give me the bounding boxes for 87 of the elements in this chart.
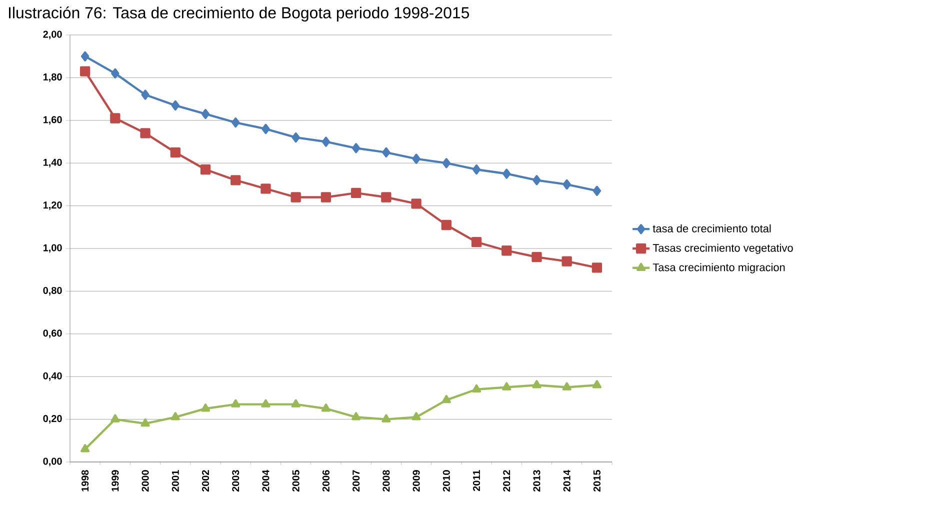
- point: [262, 124, 270, 134]
- y-tick-label: 1,80: [43, 73, 62, 82]
- point: [80, 51, 90, 62]
- y-tick-label: 0,20: [43, 415, 62, 424]
- point: [230, 175, 241, 186]
- x-tick-label: 1999: [112, 470, 119, 492]
- x-tick-label: 2010: [442, 470, 450, 492]
- point: [502, 382, 512, 390]
- point: [321, 404, 330, 412]
- y-tick-label: 0,80: [43, 286, 62, 296]
- y-tick-label: 0,40: [43, 372, 62, 381]
- x-tick-label: 2002: [202, 470, 210, 492]
- legend-label: Tasas crecimiento vegetativo: [652, 244, 793, 254]
- x-tick-label: 2008: [382, 470, 390, 492]
- point: [170, 147, 180, 158]
- y-tick-label: 2,00: [43, 30, 62, 40]
- y-tick-label: 0,00: [43, 458, 62, 466]
- point: [292, 132, 300, 143]
- point: [80, 66, 90, 76]
- y-tick-label: 1,00: [43, 244, 62, 253]
- point: [140, 128, 150, 138]
- point: [201, 108, 210, 120]
- point: [350, 188, 362, 198]
- x-tick-label: 2007: [352, 470, 360, 492]
- chart-title: Ilustración 76: Tasa de crecimiento de Bogota periodo 1998-2015: [9, 6, 470, 22]
- point: [472, 164, 481, 175]
- point: [231, 399, 240, 408]
- point: [352, 143, 360, 154]
- point: [291, 399, 300, 408]
- point: [562, 382, 572, 390]
- point: [562, 179, 571, 190]
- point: [200, 164, 211, 175]
- point: [592, 380, 602, 388]
- point: [141, 90, 150, 100]
- x-tick-label: 2000: [142, 470, 149, 492]
- point: [111, 68, 120, 78]
- point: [412, 154, 420, 164]
- point: [110, 113, 120, 124]
- point: [381, 192, 392, 202]
- point: [411, 198, 422, 209]
- x-tick-label: 1998: [82, 470, 89, 492]
- point: [322, 136, 330, 147]
- y-tick-label: 1,60: [43, 116, 62, 125]
- x-tick-label: 2014: [563, 470, 570, 492]
- x-tick-label: 2013: [533, 470, 540, 492]
- point: [382, 414, 391, 422]
- point: [382, 147, 390, 158]
- y-tick-label: 1,20: [43, 202, 62, 210]
- y-tick-label: 0,60: [43, 330, 62, 338]
- legend-label: Tasa crecimiento migracion: [652, 263, 785, 274]
- point: [441, 220, 452, 230]
- point: [592, 186, 602, 196]
- point: [502, 246, 512, 256]
- point: [412, 412, 421, 420]
- point: [200, 404, 210, 412]
- point: [592, 262, 602, 273]
- point: [532, 252, 542, 262]
- point: [140, 418, 150, 427]
- x-tick-label: 2001: [172, 470, 179, 492]
- point: [442, 158, 450, 168]
- point: [232, 117, 240, 128]
- x-tick-label: 2009: [412, 470, 420, 492]
- x-tick-label: 2003: [232, 470, 240, 492]
- x-tick-label: 2015: [593, 470, 600, 492]
- point: [110, 414, 120, 422]
- x-tick-label: 2004: [262, 470, 270, 492]
- x-tick-label: 2005: [292, 470, 300, 492]
- point: [171, 100, 180, 111]
- point: [352, 412, 361, 420]
- y-tick-label: 1,40: [43, 158, 62, 168]
- point: [502, 168, 511, 179]
- point: [80, 444, 90, 452]
- point: [532, 380, 542, 388]
- point: [562, 256, 572, 266]
- point: [471, 237, 482, 248]
- x-tick-label: 2011: [472, 470, 480, 492]
- point: [472, 384, 482, 392]
- point: [290, 192, 301, 202]
- x-tick-label: 2012: [503, 470, 510, 492]
- point: [320, 192, 332, 202]
- x-tick-label: 2006: [322, 470, 330, 492]
- point: [170, 412, 180, 420]
- point: [260, 184, 271, 194]
- point: [261, 399, 270, 408]
- legend-label: tasa de crecimiento total: [652, 224, 771, 232]
- point: [532, 175, 541, 186]
- point: [442, 394, 451, 404]
